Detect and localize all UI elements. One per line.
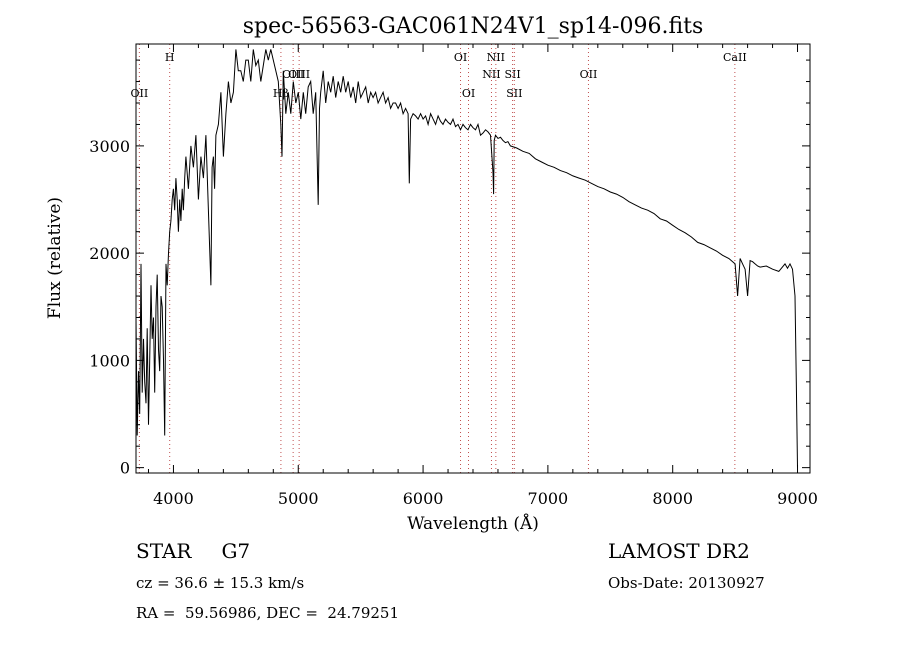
coordinates: RA = 59.56986, DEC = 24.79251 bbox=[136, 604, 400, 622]
object-class-value: STAR bbox=[136, 539, 192, 563]
x-tick-label: 6000 bbox=[403, 489, 444, 508]
object-class: STAR G7 bbox=[136, 539, 250, 563]
marker-label: OIII bbox=[288, 68, 310, 81]
marker-label: Hβ bbox=[273, 87, 289, 100]
x-tick-label: 4000 bbox=[153, 489, 194, 508]
axes: 4000 5000 6000 7000 8000 9000 0 1000 2000 3000 bbox=[89, 44, 818, 508]
chart-title: spec-56563-GAC061N24V1_sp14-096.fits bbox=[243, 14, 704, 39]
subclass-value: G7 bbox=[221, 539, 251, 563]
cz-value: cz = 36.6 ± 15.3 km/s bbox=[136, 574, 305, 592]
y-tick-label: 1000 bbox=[89, 351, 130, 370]
spectrum-series bbox=[135, 49, 798, 468]
y-axis-label: Flux (relative) bbox=[45, 197, 65, 319]
marker-label: NII bbox=[482, 68, 500, 81]
x-tick-label: 9000 bbox=[777, 489, 818, 508]
spectrum-chart: spec-56563-GAC061N24V1_sp14-096.fits OII… bbox=[45, 14, 818, 534]
x-tick-label: 7000 bbox=[528, 489, 569, 508]
obs-date: Obs-Date: 20130927 bbox=[608, 574, 765, 592]
spectrum-line bbox=[135, 49, 798, 468]
marker-label: OIII bbox=[282, 68, 304, 81]
x-tick-label: 5000 bbox=[278, 489, 319, 508]
marker-label: OI bbox=[454, 51, 467, 64]
y-tick-label: 3000 bbox=[89, 137, 130, 156]
marker-label: OII bbox=[580, 68, 598, 81]
x-tick-label: 8000 bbox=[652, 489, 693, 508]
survey-name: LAMOST DR2 bbox=[608, 539, 750, 563]
plot-frame bbox=[135, 43, 811, 474]
marker-label: SII bbox=[506, 87, 522, 100]
marker-label: H bbox=[165, 51, 175, 64]
marker-label: NII bbox=[487, 51, 505, 64]
marker-label: SII bbox=[504, 68, 520, 81]
x-axis-label: Wavelength (Å) bbox=[407, 513, 539, 534]
y-tick-label: 2000 bbox=[89, 244, 130, 263]
marker-label: CaII bbox=[723, 51, 747, 64]
marker-label: OII bbox=[131, 87, 149, 100]
marker-label: OI bbox=[462, 87, 475, 100]
y-tick-label: 0 bbox=[120, 459, 130, 478]
